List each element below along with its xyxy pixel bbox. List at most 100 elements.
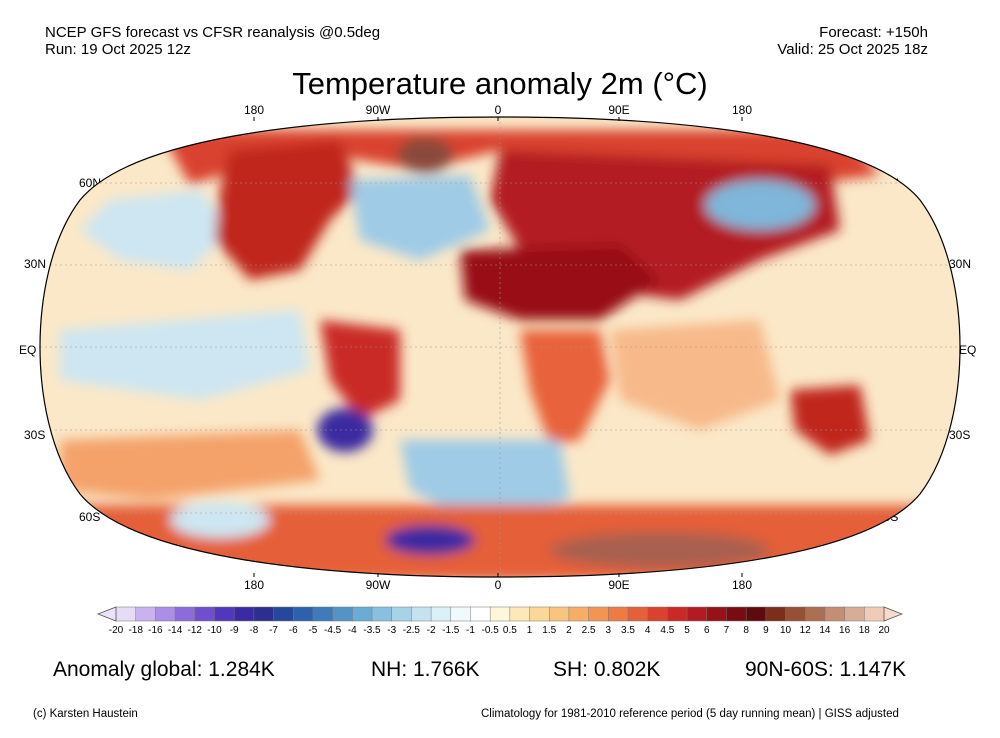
lat-label-right-30n: 30N [949, 257, 972, 271]
north-atlantic-cool [350, 175, 490, 260]
colorbar-tick-label: 14 [819, 625, 831, 636]
colorbar-cell [588, 606, 609, 622]
colorbar-cell [292, 606, 314, 622]
colorbar-cell [411, 606, 432, 622]
colorbar-tick-label: 3 [606, 625, 612, 636]
lon-label-bottom-90e: 90E [608, 578, 630, 592]
colorbar-tick-label: -14 [168, 625, 183, 636]
colorbar-cell [706, 606, 728, 622]
colorbar-tick-label: -16 [148, 625, 163, 636]
colorbar-cell [371, 606, 393, 622]
colorbar-cell [568, 606, 590, 622]
lat-label-left-30s: 30S [24, 428, 46, 442]
colorbar-tick-label: -6 [289, 625, 298, 636]
colorbar-low-arrow [96, 606, 117, 622]
stat-sh-anomaly: SH: 0.802K [553, 658, 661, 681]
colorbar-tick-label: 5 [684, 625, 690, 636]
colorbar-cell [155, 606, 176, 622]
colorbar-cell [686, 606, 708, 622]
lon-label-top-0: 0 [494, 103, 502, 117]
lon-label-top-180w: 180 [243, 103, 265, 117]
colorbar-cell [667, 606, 688, 622]
south-america-warm [320, 320, 400, 420]
colorbar-tick-label: -8 [249, 625, 258, 636]
colorbar-tick-label: -4 [348, 625, 357, 636]
footer-climatology-note: Climatology for 1981-2010 reference peri… [481, 708, 899, 720]
colorbar-tick-label: 2.5 [582, 625, 596, 636]
sahara-hot [460, 245, 660, 320]
map-ticks [253, 117, 743, 577]
siberia-cool [705, 180, 815, 230]
colorbar-cell [785, 606, 806, 622]
colorbar-cell [627, 606, 649, 622]
colorbar-cell [214, 606, 235, 622]
colorbar-cell [352, 606, 373, 622]
colorbar-cell [804, 606, 826, 622]
model-description: NCEP GFS forecast vs CFSR reanalysis @0.… [45, 24, 381, 41]
colorbar-cell [765, 606, 787, 622]
colorbar-cell [332, 606, 353, 622]
australia-warm [790, 385, 870, 455]
colorbar-cell [174, 606, 196, 622]
graticule [40, 117, 960, 577]
colorbar-tick-label: -18 [128, 625, 143, 636]
colorbar-cell [470, 606, 491, 622]
north-pacific-cool [80, 190, 230, 270]
colorbar-tick-label: -4.5 [324, 625, 342, 636]
colorbar-cells [115, 606, 885, 622]
colorbar-cell [529, 606, 550, 622]
colorbar-tick-label: 0.5 [503, 625, 517, 636]
colorbar-cell [135, 606, 157, 622]
south-pacific-cool [170, 502, 270, 538]
colorbar-cell [726, 606, 747, 622]
lon-label-bottom-180e: 180 [731, 578, 753, 592]
colorbar-cell [864, 606, 885, 622]
forecast-hour: Forecast: +150h [819, 24, 928, 41]
lon-label-top-180e: 180 [731, 103, 753, 117]
colorbar-tick-label: -3.5 [363, 625, 381, 636]
colorbar-tick-label: 18 [859, 625, 871, 636]
lat-label-left-eq: EQ [19, 343, 37, 357]
colorbar-tick-label: 10 [780, 625, 792, 636]
lon-label-top-90w: 90W [365, 103, 391, 117]
colorbar-tick-label: 7 [724, 625, 730, 636]
colorbar-tick-label: -3 [387, 625, 396, 636]
south-atlantic-cool [400, 440, 570, 520]
lon-label-top-90e: 90E [608, 103, 630, 117]
colorbar-tick-label: -0.5 [482, 625, 500, 636]
colorbar-tick-label: 8 [743, 625, 749, 636]
antarctica-extreme [550, 532, 770, 568]
antarctic-peninsula-cold [385, 525, 475, 555]
colorbar-tick-label: 9 [763, 625, 769, 636]
colorbar-cell [745, 606, 767, 622]
colorbar-cell [548, 606, 570, 622]
lat-label-right-eq: EQ [959, 343, 977, 357]
colorbar-cell [391, 606, 413, 622]
colorbar-tick-label: 12 [800, 625, 812, 636]
colorbar-cell [489, 606, 511, 622]
south-pacific-warm [60, 430, 320, 500]
colorbar-tick-label: -5 [308, 625, 317, 636]
colorbar-tick-label: 20 [878, 625, 890, 636]
colorbar-cell [312, 606, 334, 622]
north-america-warm [215, 140, 360, 280]
stat-global-anomaly: Anomaly global: 1.284K [53, 658, 275, 681]
colorbar-tick-label: -2 [427, 625, 436, 636]
lon-label-bottom-180w: 180 [243, 578, 265, 592]
colorbar-tick-label: 3.5 [621, 625, 635, 636]
colorbar-tick-label: 4.5 [660, 625, 674, 636]
stat-nh-anomaly: NH: 1.766K [371, 658, 480, 681]
tropical-pacific-cool [60, 310, 310, 400]
stat-band-anomaly: 90N-60S: 1.147K [745, 658, 907, 681]
colorbar-tick-label: 6 [704, 625, 710, 636]
colorbar-high-arrow [883, 606, 904, 622]
valid-time: Valid: 25 Oct 2025 18z [777, 41, 928, 58]
header-run-info: NCEP GFS forecast vs CFSR reanalysis @0.… [45, 24, 380, 58]
map-title: Temperature anomaly 2m (°C) [292, 66, 708, 101]
colorbar-cell [647, 606, 669, 622]
colorbar-tick-label: -2.5 [403, 625, 421, 636]
colorbar-tick-label: 1 [527, 625, 533, 636]
colorbar-tick-label: -9 [230, 625, 239, 636]
